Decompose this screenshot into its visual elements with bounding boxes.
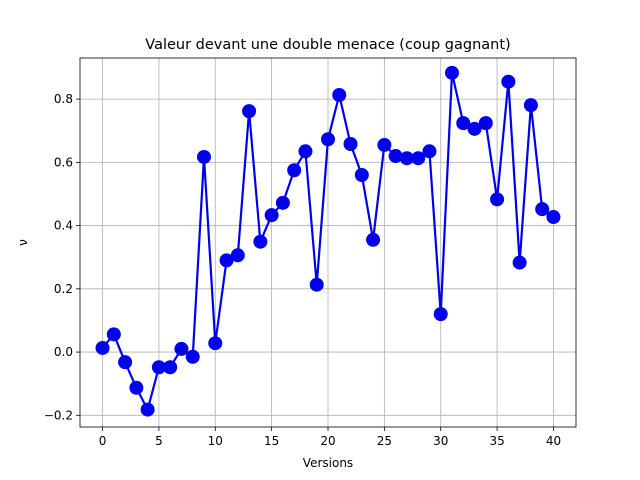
y-tick-label: 0.0 [54, 345, 73, 359]
x-tick-label: 10 [208, 434, 223, 448]
data-point [151, 360, 166, 375]
data-point [230, 248, 245, 263]
data-point [219, 253, 234, 268]
x-tick-label: 5 [155, 434, 163, 448]
data-point [298, 144, 313, 159]
y-tick-label: 0.8 [54, 92, 73, 106]
data-point [433, 307, 448, 322]
y-axis-ticks: −0.2 0.0 0.2 0.4 0.6 0.8 [44, 92, 80, 422]
data-point [275, 195, 290, 210]
x-axis-label: Versions [303, 456, 353, 470]
data-point [185, 349, 200, 364]
y-tick-label: −0.2 [44, 408, 73, 422]
grid [80, 58, 576, 427]
x-axis-ticks: 0 5 10 15 20 25 30 35 40 [99, 427, 561, 448]
data-point [332, 87, 347, 102]
data-point [106, 327, 121, 342]
data-point [456, 116, 471, 131]
data-point [523, 98, 538, 113]
data-point [140, 402, 155, 417]
data-point [512, 255, 527, 270]
data-point [422, 144, 437, 159]
data-point [208, 336, 223, 351]
data-point [309, 277, 324, 292]
data-point [118, 355, 133, 370]
y-tick-label: 0.4 [54, 219, 73, 233]
data-point [129, 380, 144, 395]
data-point [467, 121, 482, 136]
data-point [535, 202, 550, 217]
data-point [253, 234, 268, 249]
data-point [163, 360, 178, 375]
data-point [411, 151, 426, 166]
x-tick-label: 0 [99, 434, 107, 448]
data-point [445, 65, 459, 80]
data-point [546, 210, 561, 225]
data-point [343, 137, 358, 152]
data-point [321, 132, 335, 147]
y-axis-label: ν [16, 239, 30, 246]
data-point [354, 167, 369, 182]
x-tick-label: 20 [320, 434, 335, 448]
x-tick-label: 25 [377, 434, 392, 448]
data-point [174, 341, 189, 356]
x-tick-label: 30 [433, 434, 448, 448]
data-point [377, 137, 392, 152]
data-point [501, 74, 516, 89]
data-point [287, 163, 302, 178]
y-tick-label: 0.2 [54, 282, 73, 296]
data-point [478, 116, 493, 131]
series-markers [95, 65, 561, 417]
data-point [197, 149, 211, 164]
chart-title: Valeur devant une double menace (coup ga… [145, 37, 510, 53]
x-tick-label: 35 [489, 434, 504, 448]
x-tick-label: 15 [264, 434, 279, 448]
x-tick-label: 40 [546, 434, 561, 448]
data-point [95, 340, 110, 355]
y-tick-label: 0.6 [54, 155, 73, 169]
series-layer [95, 65, 561, 417]
data-point [366, 232, 381, 247]
data-point [264, 208, 279, 223]
data-point [490, 192, 505, 207]
data-point [242, 104, 257, 119]
data-point [399, 151, 414, 166]
data-point [388, 149, 403, 164]
